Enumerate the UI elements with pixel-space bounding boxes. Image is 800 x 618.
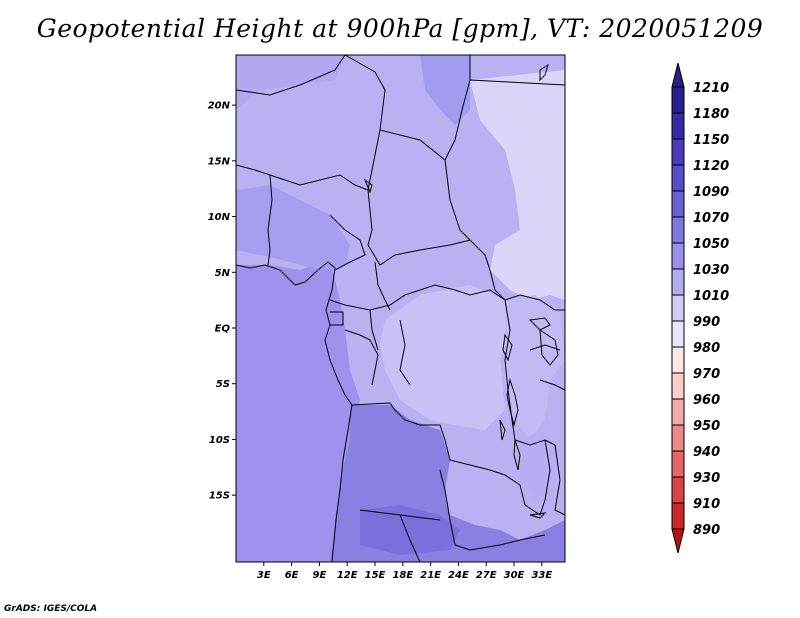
country-borders (236, 55, 565, 562)
lat-tick-label: 20N (208, 101, 231, 112)
colorbar-level-label: 1210 (693, 81, 729, 96)
colorbar-swatch (671, 346, 685, 374)
lon-tick-label: 6E (285, 570, 299, 581)
lat-tick-label: 15N (208, 156, 231, 167)
colorbar-top-arrow (671, 62, 685, 88)
lon-tick-label: 3E (257, 570, 271, 581)
field-1010-region (470, 70, 565, 300)
colorbar-swatch (671, 86, 685, 114)
colorbar-level-label: 970 (693, 367, 720, 382)
colorbar-bottom-arrow (671, 528, 685, 554)
lon-tick-label: 27E (476, 570, 497, 581)
lon-tick-label: 9E (313, 570, 327, 581)
colorbar-level-label: 1090 (693, 185, 729, 200)
lon-tick-label: 33E (531, 570, 552, 581)
latitude-ticks: 20N 15N 10N 5N EQ 5S 10S 15S (208, 101, 236, 502)
colorbar-swatch (671, 320, 685, 348)
colorbar-swatch (671, 398, 685, 426)
colorbar-swatch (671, 476, 685, 504)
colorbar-level-label: 950 (693, 419, 720, 434)
colorbar-level-label: 1150 (693, 133, 729, 148)
colorbar-level-label: 1050 (693, 237, 729, 252)
lon-tick-label: 30E (504, 570, 525, 581)
lat-tick-label: 5S (216, 379, 230, 390)
lon-tick-label: 18E (392, 570, 413, 581)
colorbar-swatch (671, 450, 685, 478)
lat-tick-label: 10N (208, 212, 231, 223)
colorbar-level-label: 1180 (693, 107, 729, 122)
colorbar-level-label: 1070 (693, 211, 729, 226)
colorbar-level-label: 1030 (693, 263, 729, 278)
colorbar-swatch (671, 138, 685, 166)
field-1030-east (505, 295, 565, 440)
colorbar-level-label: 890 (693, 523, 720, 538)
colorbar-swatch (671, 164, 685, 192)
colorbar-swatch (671, 268, 685, 296)
colorbar-swatch (671, 112, 685, 140)
map-title: Geopotential Height at 900hPa [gpm], VT:… (36, 14, 764, 43)
colorbar-swatch (671, 424, 685, 452)
field-1050-north (420, 55, 470, 125)
lat-tick-label: 15S (209, 491, 230, 502)
credit-label: GrADS: IGES/COLA (4, 604, 98, 614)
height-field (236, 55, 565, 562)
field-1030-basin (380, 285, 510, 430)
lat-tick-label: EQ (215, 324, 231, 335)
colorbar-level-label: 930 (693, 471, 720, 486)
colorbar-swatch (671, 502, 685, 530)
lat-tick-label: 5N (215, 268, 231, 279)
lon-tick-label: 21E (420, 570, 441, 581)
lon-tick-label: 15E (365, 570, 386, 581)
field-1050-northwest (236, 55, 345, 110)
colorbar-swatch (671, 242, 685, 270)
colorbar-level-label: 1120 (693, 159, 729, 174)
colorbar-level-label: 960 (693, 393, 720, 408)
field-1050-atlantic (236, 260, 360, 562)
field-1030-southeast (520, 430, 560, 500)
lat-tick-label: 10S (209, 435, 230, 446)
field-1090-kalahari (360, 505, 460, 555)
lon-tick-label: 12E (337, 570, 358, 581)
colorbar-level-label: 940 (693, 445, 720, 460)
colorbar-level-label: 1010 (693, 289, 729, 304)
colorbar-level-label: 980 (693, 341, 720, 356)
longitude-ticks: 3E 6E 9E 12E 15E 18E 21E 24E 27E 30E 33E (257, 562, 552, 581)
colorbar-level-label: 910 (693, 497, 720, 512)
lon-tick-label: 24E (448, 570, 469, 581)
colorbar-swatch (671, 216, 685, 244)
colorbar: 1210 1180 1150 1120 1090 1070 1050 1030 1010 990 9… (671, 62, 729, 554)
colorbar-level-label: 990 (693, 315, 720, 330)
colorbar-swatch (671, 294, 685, 322)
field-1050-westafrica (236, 185, 350, 270)
colorbar-swatch (671, 190, 685, 218)
colorbar-swatch (671, 372, 685, 400)
map-frame (235, 54, 566, 563)
